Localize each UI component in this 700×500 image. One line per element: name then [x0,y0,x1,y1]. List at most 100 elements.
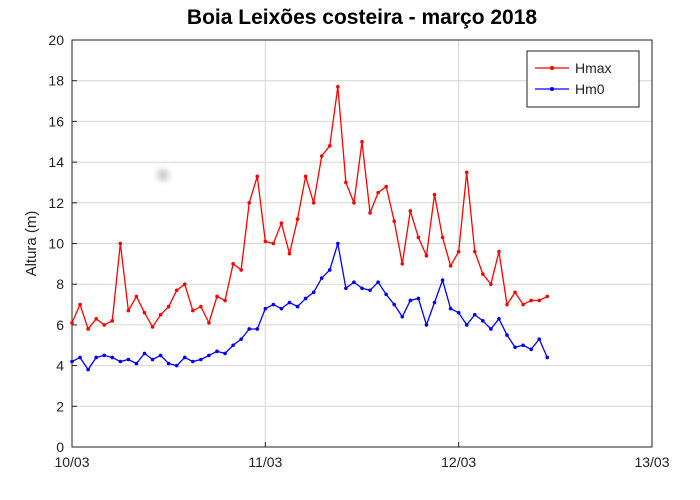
plot-frame [71,39,653,448]
data-point-hm0 [207,353,211,358]
data-point-hmax [239,268,243,272]
data-point-hm0 [424,323,429,327]
data-point-hmax [392,219,397,223]
data-point-hmax [545,294,550,299]
data-point-hmax [207,321,211,325]
data-point-hmax [448,264,453,268]
data-point-hmax [384,184,388,189]
chart-title: Boia Leixões costeira - março 2018 [186,6,538,29]
data-point-hmax [70,321,74,325]
data-point-hm0 [223,351,227,356]
data-point-hm0 [215,349,219,354]
data-point-hm0 [263,306,268,311]
data-point-hmax [456,249,461,254]
data-point-hm0 [78,355,82,360]
data-point-hm0 [360,286,364,291]
y-tick-label: 20 [48,32,64,48]
data-point-hmax [142,310,147,315]
data-point-hm0 [86,367,90,372]
data-point-hmax [440,235,445,240]
data-point-hmax [424,253,429,258]
data-point-hm0 [239,337,243,341]
data-point-hmax [94,316,98,321]
data-point-hmax [464,170,469,175]
data-point-hmax [360,139,364,144]
data-point-hmax [352,201,356,205]
y-axis-label: Altura (m) [23,211,40,277]
data-point-hmax [295,217,300,221]
data-point-hmax [247,201,252,205]
data-point-hmax [336,85,340,89]
data-point-hmax [174,288,179,293]
data-point-hmax [287,251,292,256]
data-point-hmax [118,241,123,246]
data-point-hm0 [182,355,187,360]
legend-marker [550,66,554,70]
data-point-hm0 [464,323,469,327]
data-point-hm0 [537,337,542,341]
data-point-hmax [102,323,107,327]
data-point-hmax [327,144,332,148]
data-point-hm0 [247,327,252,331]
data-point-hmax [126,308,131,313]
series-line-hm0 [71,243,548,371]
data-point-hm0 [376,280,380,284]
data-point-hmax [376,190,380,195]
data-point-hm0 [303,296,308,301]
data-point-hm0 [271,302,276,307]
data-point-hm0 [142,351,147,356]
data-point-hmax [311,201,316,205]
series-line-hmax [71,86,548,331]
legend-box [526,50,640,108]
data-point-hmax [158,312,163,317]
x-tick-label: 13/03 [634,454,669,470]
data-point-hmax [432,192,437,197]
data-point-hmax [400,262,405,266]
y-tick-label: 18 [48,73,64,89]
data-point-hm0 [521,343,525,348]
data-point-hmax [86,327,90,331]
y-tick-label: 12 [48,195,64,211]
data-point-hmax [481,272,485,276]
data-point-hm0 [456,310,461,315]
data-point-hm0 [352,280,356,284]
data-point-hmax [472,249,477,254]
data-point-hm0 [545,355,550,360]
legend-label: Hm0 [575,81,605,97]
data-point-hm0 [472,312,477,317]
data-point-hmax [271,241,276,246]
data-point-hm0 [110,355,115,360]
data-point-hmax [215,294,219,299]
y-tick-label: 4 [56,358,64,374]
data-point-hm0 [287,300,292,305]
legend-marker [550,87,554,91]
y-tick-label: 16 [48,113,64,129]
y-tick-label: 6 [56,317,64,333]
data-point-hmax [231,262,235,266]
data-point-hm0 [529,347,533,352]
data-point-hmax [110,319,115,323]
data-point-hm0 [199,357,203,362]
data-point-hm0 [416,296,421,301]
x-tick-label: 12/03 [441,454,476,470]
y-tick-label: 14 [48,154,64,170]
data-point-hm0 [408,298,413,303]
y-tick-label: 8 [56,276,64,292]
data-point-hm0 [336,241,340,246]
data-point-hmax [166,304,171,309]
data-point-hmax [344,180,348,185]
data-point-hm0 [118,359,123,364]
data-point-hmax [303,174,308,179]
data-point-hm0 [166,361,171,366]
data-point-hm0 [384,292,388,297]
data-point-hm0 [497,316,501,321]
data-point-hm0 [319,276,324,280]
x-tick-label: 11/03 [248,454,282,470]
data-point-hmax [78,302,82,307]
data-point-hm0 [327,268,332,272]
data-point-hmax [408,209,413,213]
data-point-hmax [489,282,493,287]
data-point-hm0 [392,302,397,307]
data-point-hm0 [231,343,235,348]
data-point-hmax [497,249,501,254]
